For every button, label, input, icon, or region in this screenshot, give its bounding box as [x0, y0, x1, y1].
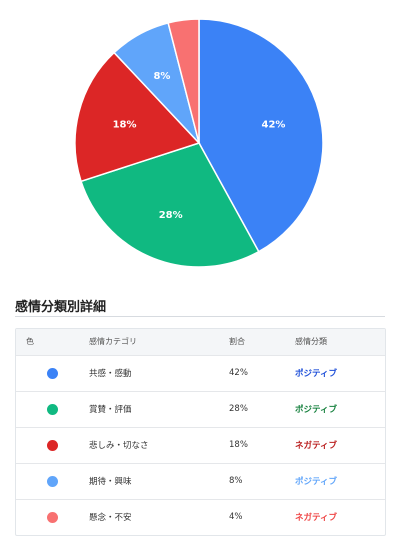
color-swatch	[47, 475, 58, 487]
section-title: 感情分類別詳細	[15, 300, 107, 315]
color-swatch	[47, 367, 58, 379]
table-row: 賞賛・評価 28% ポジティブ	[16, 391, 385, 427]
ratio-cell: 8%	[229, 476, 243, 486]
color-swatch	[47, 511, 58, 523]
title-divider	[15, 316, 385, 317]
category-cell: 期待・興味	[89, 477, 132, 487]
color-swatch	[47, 439, 58, 451]
pie-slice	[167, 18, 200, 144]
pie-slice	[198, 18, 324, 253]
ratio-cell: 4%	[229, 512, 243, 523]
classification-cell: ネガティブ	[295, 441, 337, 451]
category-cell: 懸念・不安	[89, 513, 132, 524]
pie-slice	[74, 51, 201, 183]
slice-label: 42%	[261, 119, 285, 130]
table-row: 悲しみ・切なさ 18% ネガティブ	[16, 427, 385, 463]
category-cell: 賞賛・評価	[89, 405, 132, 415]
slice-label: 28%	[159, 210, 183, 221]
classification-cell: ポジティブ	[295, 369, 337, 379]
header-ratio: 割合	[229, 337, 245, 347]
slice-label: 8%	[153, 71, 170, 82]
ratio-cell: 42%	[229, 368, 248, 378]
table-row: 懸念・不安 4% ネガティブ	[16, 499, 385, 535]
classification-cell: ポジティブ	[295, 477, 337, 487]
ratio-cell: 28%	[229, 404, 248, 414]
emotion-pie-chart: 42% 28% 18% 8%	[74, 18, 324, 268]
pie-slice	[80, 142, 260, 268]
header-category: 感情カテゴリ	[89, 337, 137, 347]
table-row: 期待・興味 8% ポジティブ	[16, 463, 385, 499]
emotion-detail-table: 色 感情カテゴリ 割合 感情分類 共感・感動 42% ポジティブ 賞賛・評価 2…	[15, 328, 386, 536]
classification-cell: ネガティブ	[295, 513, 337, 524]
category-cell: 悲しみ・切なさ	[89, 441, 149, 451]
slice-label: 18%	[113, 119, 137, 130]
category-cell: 共感・感動	[89, 369, 132, 379]
header-color: 色	[26, 337, 34, 347]
classification-cell: ポジティブ	[295, 405, 337, 415]
table-header-row: 色 感情カテゴリ 割合 感情分類	[16, 329, 385, 355]
color-swatch	[47, 403, 58, 415]
header-classification: 感情分類	[295, 337, 327, 347]
ratio-cell: 18%	[229, 440, 248, 450]
table-row: 共感・感動 42% ポジティブ	[16, 355, 385, 391]
